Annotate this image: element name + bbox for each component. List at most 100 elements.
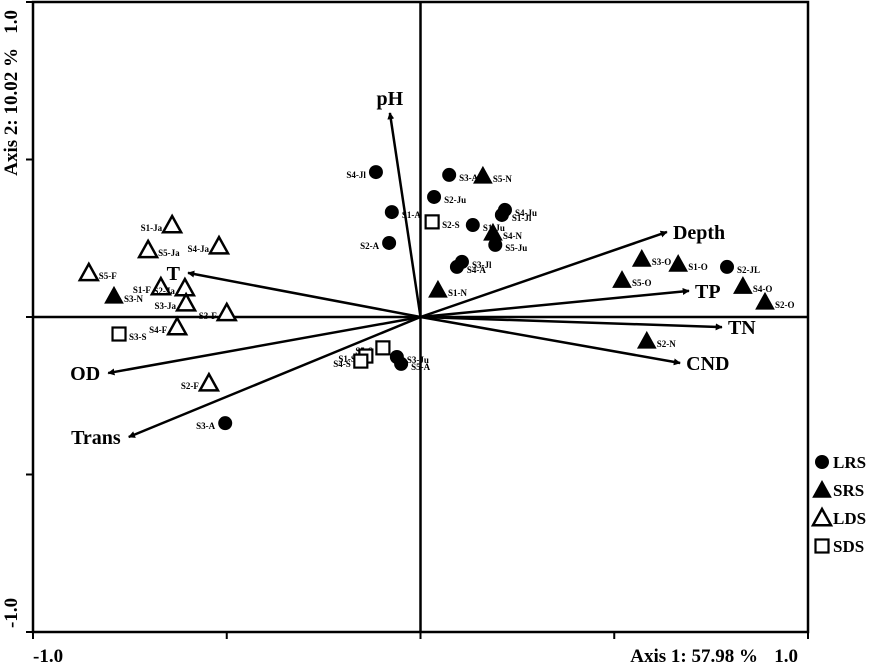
legend-marker [812, 479, 832, 498]
point-label: S5-O [632, 278, 652, 288]
point-label: S2-N [657, 339, 677, 349]
biplot-arrow [420, 287, 690, 319]
x-axis-title: Axis 1: 57.98 % [630, 646, 758, 667]
point [733, 276, 753, 294]
point-label: S1-F [133, 285, 152, 295]
point [197, 371, 221, 392]
point [218, 416, 233, 431]
point-label: S1-A [402, 210, 422, 220]
point-label: S5-A [411, 362, 431, 372]
vector-label: TP [695, 281, 721, 303]
point [111, 326, 127, 342]
point-label: S2-A [360, 241, 380, 251]
legend-marker [810, 506, 834, 527]
point [160, 213, 184, 234]
point [473, 165, 493, 184]
point [631, 249, 652, 267]
vector-label: Trans [71, 427, 121, 449]
point-label: S4-Jl [346, 170, 366, 180]
biplot-arrow [107, 315, 421, 376]
point [636, 330, 657, 349]
point [755, 291, 775, 310]
point-label: S3-Jl [472, 260, 492, 270]
biplot-arrow [420, 315, 681, 366]
point-label: S4-F [149, 325, 168, 335]
biplot-arrow [128, 315, 421, 439]
point-label: S4-O [753, 284, 773, 294]
point-label: S1-Jl [512, 213, 532, 223]
x-tick-label: 1.0 [774, 646, 798, 667]
point-label: S1-O [688, 262, 708, 272]
point-label: S2-O [775, 300, 795, 310]
biplot-arrow [420, 230, 668, 319]
point-label: S5-N [493, 174, 513, 184]
y-axis-title: Axis 2: 10.02 % [1, 48, 22, 176]
y-tick-label: 1.0 [1, 10, 22, 34]
point-label: S1-S [338, 354, 356, 364]
legend-label: SDS [833, 537, 864, 556]
biplot-arrow [387, 112, 422, 318]
point [465, 218, 480, 233]
point [77, 261, 100, 282]
point-label: S3-F [199, 311, 218, 321]
legend-marker [815, 455, 829, 469]
vector-label: Depth [673, 222, 725, 244]
vector-label: TN [728, 317, 756, 339]
point [215, 301, 238, 322]
point [612, 270, 632, 288]
point [174, 291, 198, 312]
point-label: S2-Ju [444, 195, 466, 205]
point-label: S4-S [333, 359, 351, 369]
point [424, 214, 440, 230]
vector-label: T [167, 263, 181, 285]
point [668, 254, 689, 272]
point-label: S2-S [442, 220, 460, 230]
point-label: S5-F [99, 271, 118, 281]
point [494, 207, 509, 222]
point-label: S2-F [181, 381, 200, 391]
point [488, 237, 503, 252]
point-label: S3-A [459, 173, 479, 183]
legend-marker [814, 538, 830, 554]
point [449, 259, 464, 274]
point-label: S3-O [652, 257, 672, 267]
point [384, 205, 399, 220]
point [483, 222, 503, 241]
point-label: S4-A [467, 265, 487, 275]
point [394, 356, 409, 371]
legend-label: LRS [833, 453, 866, 472]
legend-label: SRS [833, 481, 864, 500]
point-label: S3-S [129, 332, 147, 342]
vector-label: pH [377, 88, 404, 110]
point [149, 275, 172, 296]
point-label: S1-Ja [141, 223, 163, 233]
point [166, 315, 189, 336]
point [375, 340, 391, 356]
vector-label: OD [70, 363, 100, 385]
point-label: S2-Ja [153, 286, 175, 296]
legend-label: LDS [833, 509, 866, 528]
point-label: S2-JL [737, 265, 760, 275]
point-label: S4-Ju [515, 208, 537, 218]
y-tick-label: -1.0 [1, 598, 22, 628]
point-label: S3-A [196, 421, 216, 431]
biplot-arrow [420, 315, 723, 331]
point-label: S4-N [503, 231, 523, 241]
vector-label: CND [686, 353, 729, 375]
point-label: S5-Ju [505, 243, 527, 253]
point [104, 285, 124, 304]
point [382, 235, 397, 250]
point [207, 234, 231, 255]
point [427, 189, 442, 204]
point-label: S1-N [448, 288, 468, 298]
point-label: S4-Ja [187, 244, 209, 254]
point [428, 279, 448, 298]
point-label: S3-Ju [407, 355, 429, 365]
point [136, 238, 160, 259]
point [720, 259, 735, 274]
x-tick-label: -1.0 [33, 646, 63, 667]
point-label: S5-Ja [158, 248, 180, 258]
point [353, 353, 369, 369]
point [368, 165, 383, 180]
